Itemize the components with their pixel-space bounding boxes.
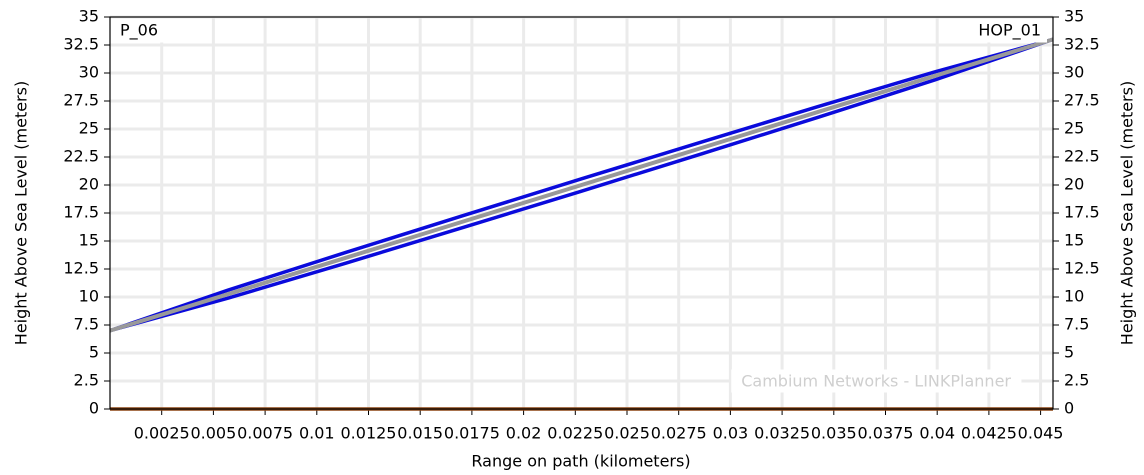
y2-tick-label: 2.5 bbox=[1064, 371, 1089, 390]
y2-tick-label: 10 bbox=[1064, 287, 1084, 306]
y2-tick-label: 30 bbox=[1064, 63, 1084, 82]
y2-tick-label: 25 bbox=[1064, 119, 1084, 138]
y2-tick-label: 17.5 bbox=[1064, 203, 1100, 222]
y-tick-label: 5 bbox=[89, 343, 99, 362]
x-tick-label: 0.0125 bbox=[341, 424, 397, 443]
y2-tick-label: 5 bbox=[1064, 343, 1074, 362]
annotation: P_06 bbox=[120, 21, 158, 41]
y-tick-label: 27.5 bbox=[63, 91, 99, 110]
y-tick-label: 20 bbox=[79, 175, 99, 194]
y-tick-label: 30 bbox=[79, 63, 99, 82]
y2-tick-label: 27.5 bbox=[1064, 91, 1100, 110]
annotation-box bbox=[972, 18, 1047, 43]
x-tick-label: 0.03 bbox=[713, 424, 749, 443]
x-tick-label: 0.0075 bbox=[237, 424, 293, 443]
series-line bbox=[109, 37, 1054, 333]
x-tick-label: 0.025 bbox=[604, 424, 650, 443]
plot-frame bbox=[109, 16, 1054, 410]
annotation: Cambium Networks - LINKPlanner bbox=[741, 372, 1011, 391]
x-tick-label: 0.02 bbox=[506, 424, 542, 443]
y2-tick-label: 22.5 bbox=[1064, 147, 1100, 166]
y-tick-label: 17.5 bbox=[63, 203, 99, 222]
x-tick-label: 0.0325 bbox=[754, 424, 810, 443]
y-tick-label: 32.5 bbox=[63, 35, 99, 54]
y-tick-label: 10 bbox=[79, 287, 99, 306]
y2-tick-label: 15 bbox=[1064, 231, 1084, 250]
series-line bbox=[109, 37, 1054, 333]
y-tick-label: 35 bbox=[79, 7, 99, 26]
annotation-box bbox=[114, 18, 165, 43]
y-tick-label: 22.5 bbox=[63, 147, 99, 166]
x-tick-label: 0.015 bbox=[397, 424, 443, 443]
x-tick-label: 0.01 bbox=[299, 424, 335, 443]
y2-axis-label: Height Above Sea Level (meters) bbox=[1118, 81, 1137, 345]
y2-tick-label: 32.5 bbox=[1064, 35, 1100, 54]
x-tick-label: 0.0375 bbox=[858, 424, 914, 443]
y2-tick-label: 7.5 bbox=[1064, 315, 1089, 334]
x-tick-label: 0.04 bbox=[919, 424, 955, 443]
y2-tick-label: 20 bbox=[1064, 175, 1084, 194]
y-tick-label: 12.5 bbox=[63, 259, 99, 278]
x-tick-label: 0.045 bbox=[1018, 424, 1064, 443]
y-tick-label: 0 bbox=[89, 399, 99, 418]
y2-tick-label: 12.5 bbox=[1064, 259, 1100, 278]
y-tick-label: 2.5 bbox=[74, 371, 99, 390]
y-tick-label: 15 bbox=[79, 231, 99, 250]
annotation-box bbox=[731, 369, 1022, 393]
x-tick-label: 0.035 bbox=[811, 424, 857, 443]
x-tick-label: 0.0425 bbox=[961, 424, 1017, 443]
x-tick-label: 0.0025 bbox=[134, 424, 190, 443]
y2-tick-label: 35 bbox=[1064, 7, 1084, 26]
x-tick-label: 0.0275 bbox=[651, 424, 707, 443]
annotation: HOP_01 bbox=[978, 21, 1041, 41]
x-tick-label: 0.005 bbox=[190, 424, 236, 443]
x-axis-label: Range on path (kilometers) bbox=[471, 452, 690, 471]
x-tick-label: 0.0175 bbox=[444, 424, 500, 443]
y-tick-label: 7.5 bbox=[74, 315, 99, 334]
x-tick-label: 0.0225 bbox=[547, 424, 603, 443]
series-line bbox=[109, 37, 1054, 333]
y-axis-label: Height Above Sea Level (meters) bbox=[12, 81, 31, 345]
y2-tick-label: 0 bbox=[1064, 399, 1074, 418]
y-tick-label: 25 bbox=[79, 119, 99, 138]
